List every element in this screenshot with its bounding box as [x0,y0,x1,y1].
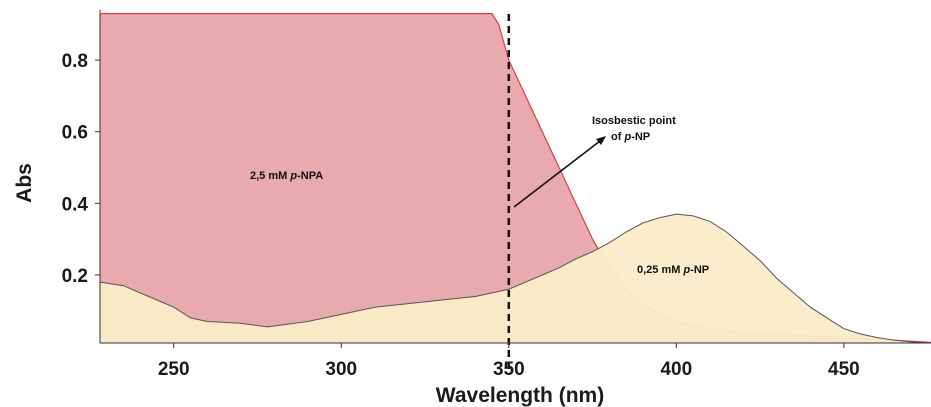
isosbestic-label-line2: of p-NP [611,131,650,143]
y-tick-label: 0.4 [62,194,89,215]
x-tick-label: 450 [828,359,860,380]
x-axis-title: Wavelength (nm) [436,384,604,407]
x-tick-label: 300 [325,359,357,380]
pnp-label: 0,25 mM p-NP [637,264,709,276]
series-line-2 [99,213,931,344]
y-tick-label: 0.6 [62,123,88,144]
series-area-2 [100,214,931,343]
isosbestic-label-line1: Isosbestic point [592,115,676,127]
x-axis: 250 300 350 400 450 [100,342,931,380]
isosbestic-arrow [513,136,606,208]
y-tick-label: 0.8 [62,51,88,72]
y-axis: 0.2 0.4 0.6 0.8 [62,10,101,343]
y-tick-label: 0.2 [62,266,88,287]
x-tick-label: 400 [660,359,692,380]
series-area-1 [100,13,931,343]
x-tick-label: 250 [158,359,190,380]
pnpa-label: 2,5 mM p-NPA [250,170,323,182]
y-axis-title: Abs [13,163,36,203]
x-tick-label: 350 [493,359,525,380]
